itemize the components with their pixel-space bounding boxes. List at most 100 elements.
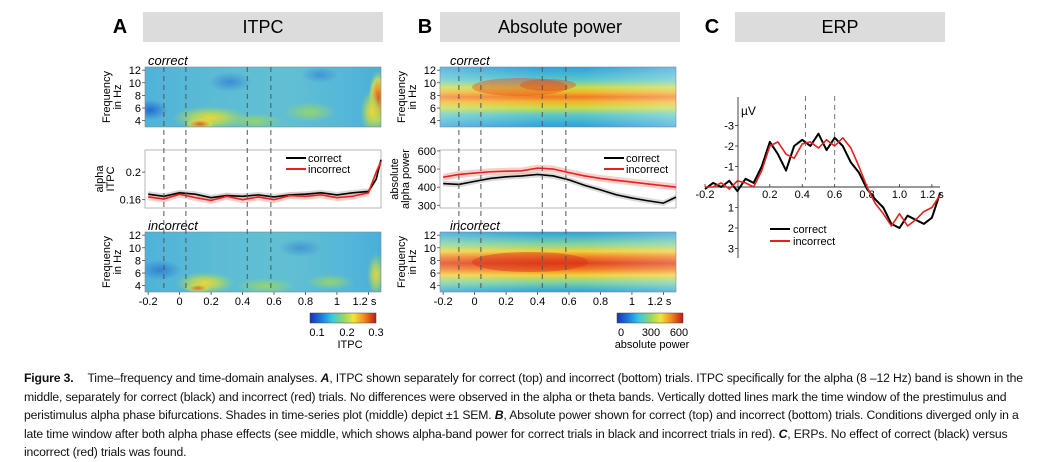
freq-tick-label: 12 — [129, 230, 141, 242]
erp-x-tick-label: 0.6 — [827, 189, 842, 201]
caption-text-2: , ITPC shown separately for correct (top… — [24, 371, 1023, 423]
erp-x-tick-label: 0.4 — [795, 189, 810, 201]
figure-3: A ITPC B Absolute power C ERP correct — [94, 12, 945, 351]
freq-tick-label: 10 — [129, 78, 141, 90]
time-tick-label: 0.8 — [298, 296, 313, 308]
time-tick-label: 1.2 s — [352, 296, 376, 308]
freq-tick-label: 12 — [129, 65, 141, 77]
time-tick-label: 0.4 — [235, 296, 250, 308]
freq-tick-label: 12 — [424, 230, 436, 242]
erp-plot: -3 -2 -1 1 2 3 µV -0.2 0.2 0.4 0.6 0.8 1.0 1.2 s corre… — [696, 96, 944, 258]
freq-tick-label: 8 — [430, 255, 436, 267]
panel-b-header: B Absolute power — [418, 12, 680, 42]
erp-x-tick-label: 0.8 — [859, 189, 874, 201]
itpc-colorbar: 0.1 0.2 0.3 ITPC — [309, 312, 384, 351]
freq-axis-label: Frequency — [396, 71, 408, 123]
itpc-colorbar-tick: 0.2 — [339, 327, 354, 339]
y-axis-label: ITPC — [105, 166, 117, 191]
caption-label: Figure 3. — [24, 371, 74, 385]
y-tick-label: 300 — [418, 200, 436, 212]
y-tick-label: 0.16 — [120, 195, 141, 207]
time-tick-label: 0.4 — [530, 296, 545, 308]
freq-axis-label: Frequency — [101, 71, 113, 123]
freq-tick-label: 10 — [129, 243, 141, 255]
time-tick-label: 0.6 — [561, 296, 576, 308]
legend-label-incorrect: incorrect — [626, 164, 668, 176]
caption-text-4: , ERPs. No effect of correct (black) ver… — [24, 426, 1008, 460]
itpc-colorbar-label: ITPC — [337, 339, 362, 351]
power-incorrect-label: incorrect — [450, 218, 501, 233]
panel-a-header: A ITPC — [113, 12, 383, 42]
time-tick-label: -0.2 — [139, 296, 158, 308]
itpc-correct-heatmap — [144, 66, 382, 128]
erp-x-tick-label: -0.2 — [696, 189, 715, 201]
time-tick-label: 0.2 — [498, 296, 513, 308]
power-colorbar-gradient — [616, 312, 684, 324]
erp-legend-label-incorrect: incorrect — [793, 236, 835, 248]
freq-tick-label: 8 — [135, 90, 141, 102]
itpc-incorrect-label: incorrect — [148, 218, 199, 233]
sem-band-correct — [443, 171, 676, 207]
caption-text-1: Time–frequency and time-domain analyses. — [87, 371, 321, 385]
itpc-time-axis: -0.2 0 0.2 0.4 0.6 0.8 1 1.2 s — [139, 292, 377, 308]
time-tick-label: 0 — [177, 296, 183, 308]
y-axis-label: absolute — [389, 158, 401, 200]
power-colorbar-tick: 300 — [642, 327, 660, 339]
itpc-incorrect-heatmap — [144, 231, 382, 293]
panel-b-title-box — [440, 12, 680, 42]
freq-tick-label: 12 — [424, 65, 436, 77]
panel-b-letter: B — [418, 16, 432, 38]
freq-tick-label: 6 — [135, 103, 141, 115]
freq-axis-label: Frequency — [101, 236, 113, 288]
erp-y-tick-label: -2 — [724, 141, 734, 153]
freq-tick-label: 4 — [430, 116, 436, 128]
erp-y-tick-label: 3 — [728, 244, 734, 256]
y-tick-label: 600 — [418, 146, 436, 158]
y-axis-label: alpha power — [400, 149, 412, 209]
panel-a-letter: A — [113, 16, 127, 38]
freq-tick-label: 4 — [135, 281, 141, 293]
panel-a-title-box — [143, 12, 383, 42]
power-colorbar-label: absolute power — [615, 339, 690, 351]
figure-caption: Figure 3. Time–frequency and time-domain … — [24, 369, 1028, 462]
series-line-incorrect — [148, 161, 382, 202]
freq-axis-label: Frequency — [396, 236, 408, 288]
panel-c-title: ERP — [821, 17, 858, 37]
power-time-axis: -0.2 0 0.2 0.4 0.6 0.8 1 1.2 s — [434, 292, 672, 308]
freq-tick-label: 10 — [424, 243, 436, 255]
time-tick-label: -0.2 — [434, 296, 453, 308]
power-colorbar-tick: 600 — [670, 327, 688, 339]
freq-axis-label-unit: in Hz — [112, 249, 124, 274]
caption-ref-c: C — [778, 426, 788, 441]
y-tick-label: 400 — [418, 182, 436, 194]
power-colorbar-tick: 0 — [618, 327, 624, 339]
erp-x-tick-label: 1.2 s — [920, 189, 944, 201]
freq-tick-label: 10 — [424, 78, 436, 90]
time-tick-label: 1 — [629, 296, 635, 308]
erp-y-tick-label: 1 — [728, 203, 734, 215]
erp-x-tick-label: 1.0 — [892, 189, 907, 201]
panel-b-title: Absolute power — [498, 17, 622, 37]
freq-axis-label-unit: in Hz — [112, 84, 124, 109]
erp-x-tick-label: 0.2 — [762, 189, 777, 201]
panel-c-letter: C — [705, 16, 719, 38]
legend-label-correct: correct — [626, 153, 660, 165]
erp-y-tick-label: -3 — [724, 121, 734, 133]
series-line-incorrect — [443, 167, 677, 188]
itpc-window-lines — [163, 67, 272, 292]
power-correct-label: correct — [450, 53, 491, 68]
erp-y-tick-label: -1 — [724, 162, 734, 174]
freq-tick-label: 6 — [135, 268, 141, 280]
itpc-colorbar-tick: 0.3 — [368, 327, 383, 339]
freq-tick-label: 8 — [430, 90, 436, 102]
time-tick-label: 0.6 — [266, 296, 281, 308]
time-tick-label: 1 — [334, 296, 340, 308]
erp-unit-label: µV — [741, 104, 756, 118]
freq-tick-label: 4 — [430, 281, 436, 293]
power-colorbar: 0 300 600 absolute power — [615, 312, 690, 351]
series-line-correct — [443, 173, 677, 204]
time-tick-label: 0.8 — [593, 296, 608, 308]
y-tick-label: 500 — [418, 164, 436, 176]
y-axis-label: alpha — [94, 165, 106, 193]
